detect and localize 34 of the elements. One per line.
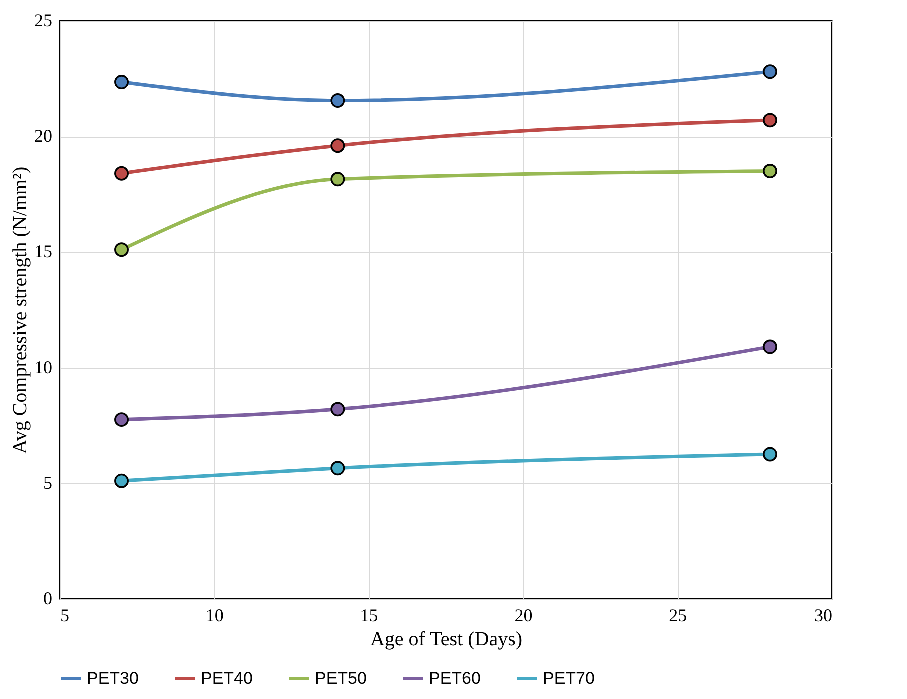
point [330, 172, 346, 187]
point [763, 340, 778, 354]
y-tick-label: 25 [34, 10, 52, 30]
legend-label: PET40 [201, 668, 253, 688]
point [114, 242, 129, 258]
x-tick-label: 5 [60, 606, 70, 626]
x-tick-label: 15 [360, 606, 378, 626]
point [330, 402, 346, 417]
point [114, 166, 129, 181]
point [763, 164, 778, 178]
x-tick-label: 30 [814, 606, 832, 626]
point [330, 461, 346, 476]
y-tick-label: 0 [44, 588, 52, 608]
legend-label: PET30 [87, 668, 139, 688]
legend-label: PET70 [543, 668, 595, 688]
point [330, 94, 346, 108]
legend-label: PET60 [429, 668, 481, 688]
x-axis-title: Age of Test (Days) [370, 628, 523, 650]
y-tick-label: 10 [34, 357, 52, 378]
point [330, 138, 346, 154]
y-axis-title: Avg Compressive strength (N/mm²) [10, 166, 32, 454]
x-tick-label: 20 [514, 606, 533, 626]
point [114, 474, 129, 488]
y-tick-label: 15 [34, 242, 52, 262]
y-tick-label: 20 [34, 126, 52, 146]
y-tick-label: 5 [44, 472, 52, 493]
legend-label: PET50 [315, 668, 367, 688]
point [763, 447, 778, 462]
x-tick-label: 25 [669, 606, 688, 626]
x-tick-label: 10 [206, 606, 224, 626]
point [114, 75, 129, 90]
point [763, 64, 778, 80]
point [114, 412, 129, 428]
point [763, 113, 778, 128]
